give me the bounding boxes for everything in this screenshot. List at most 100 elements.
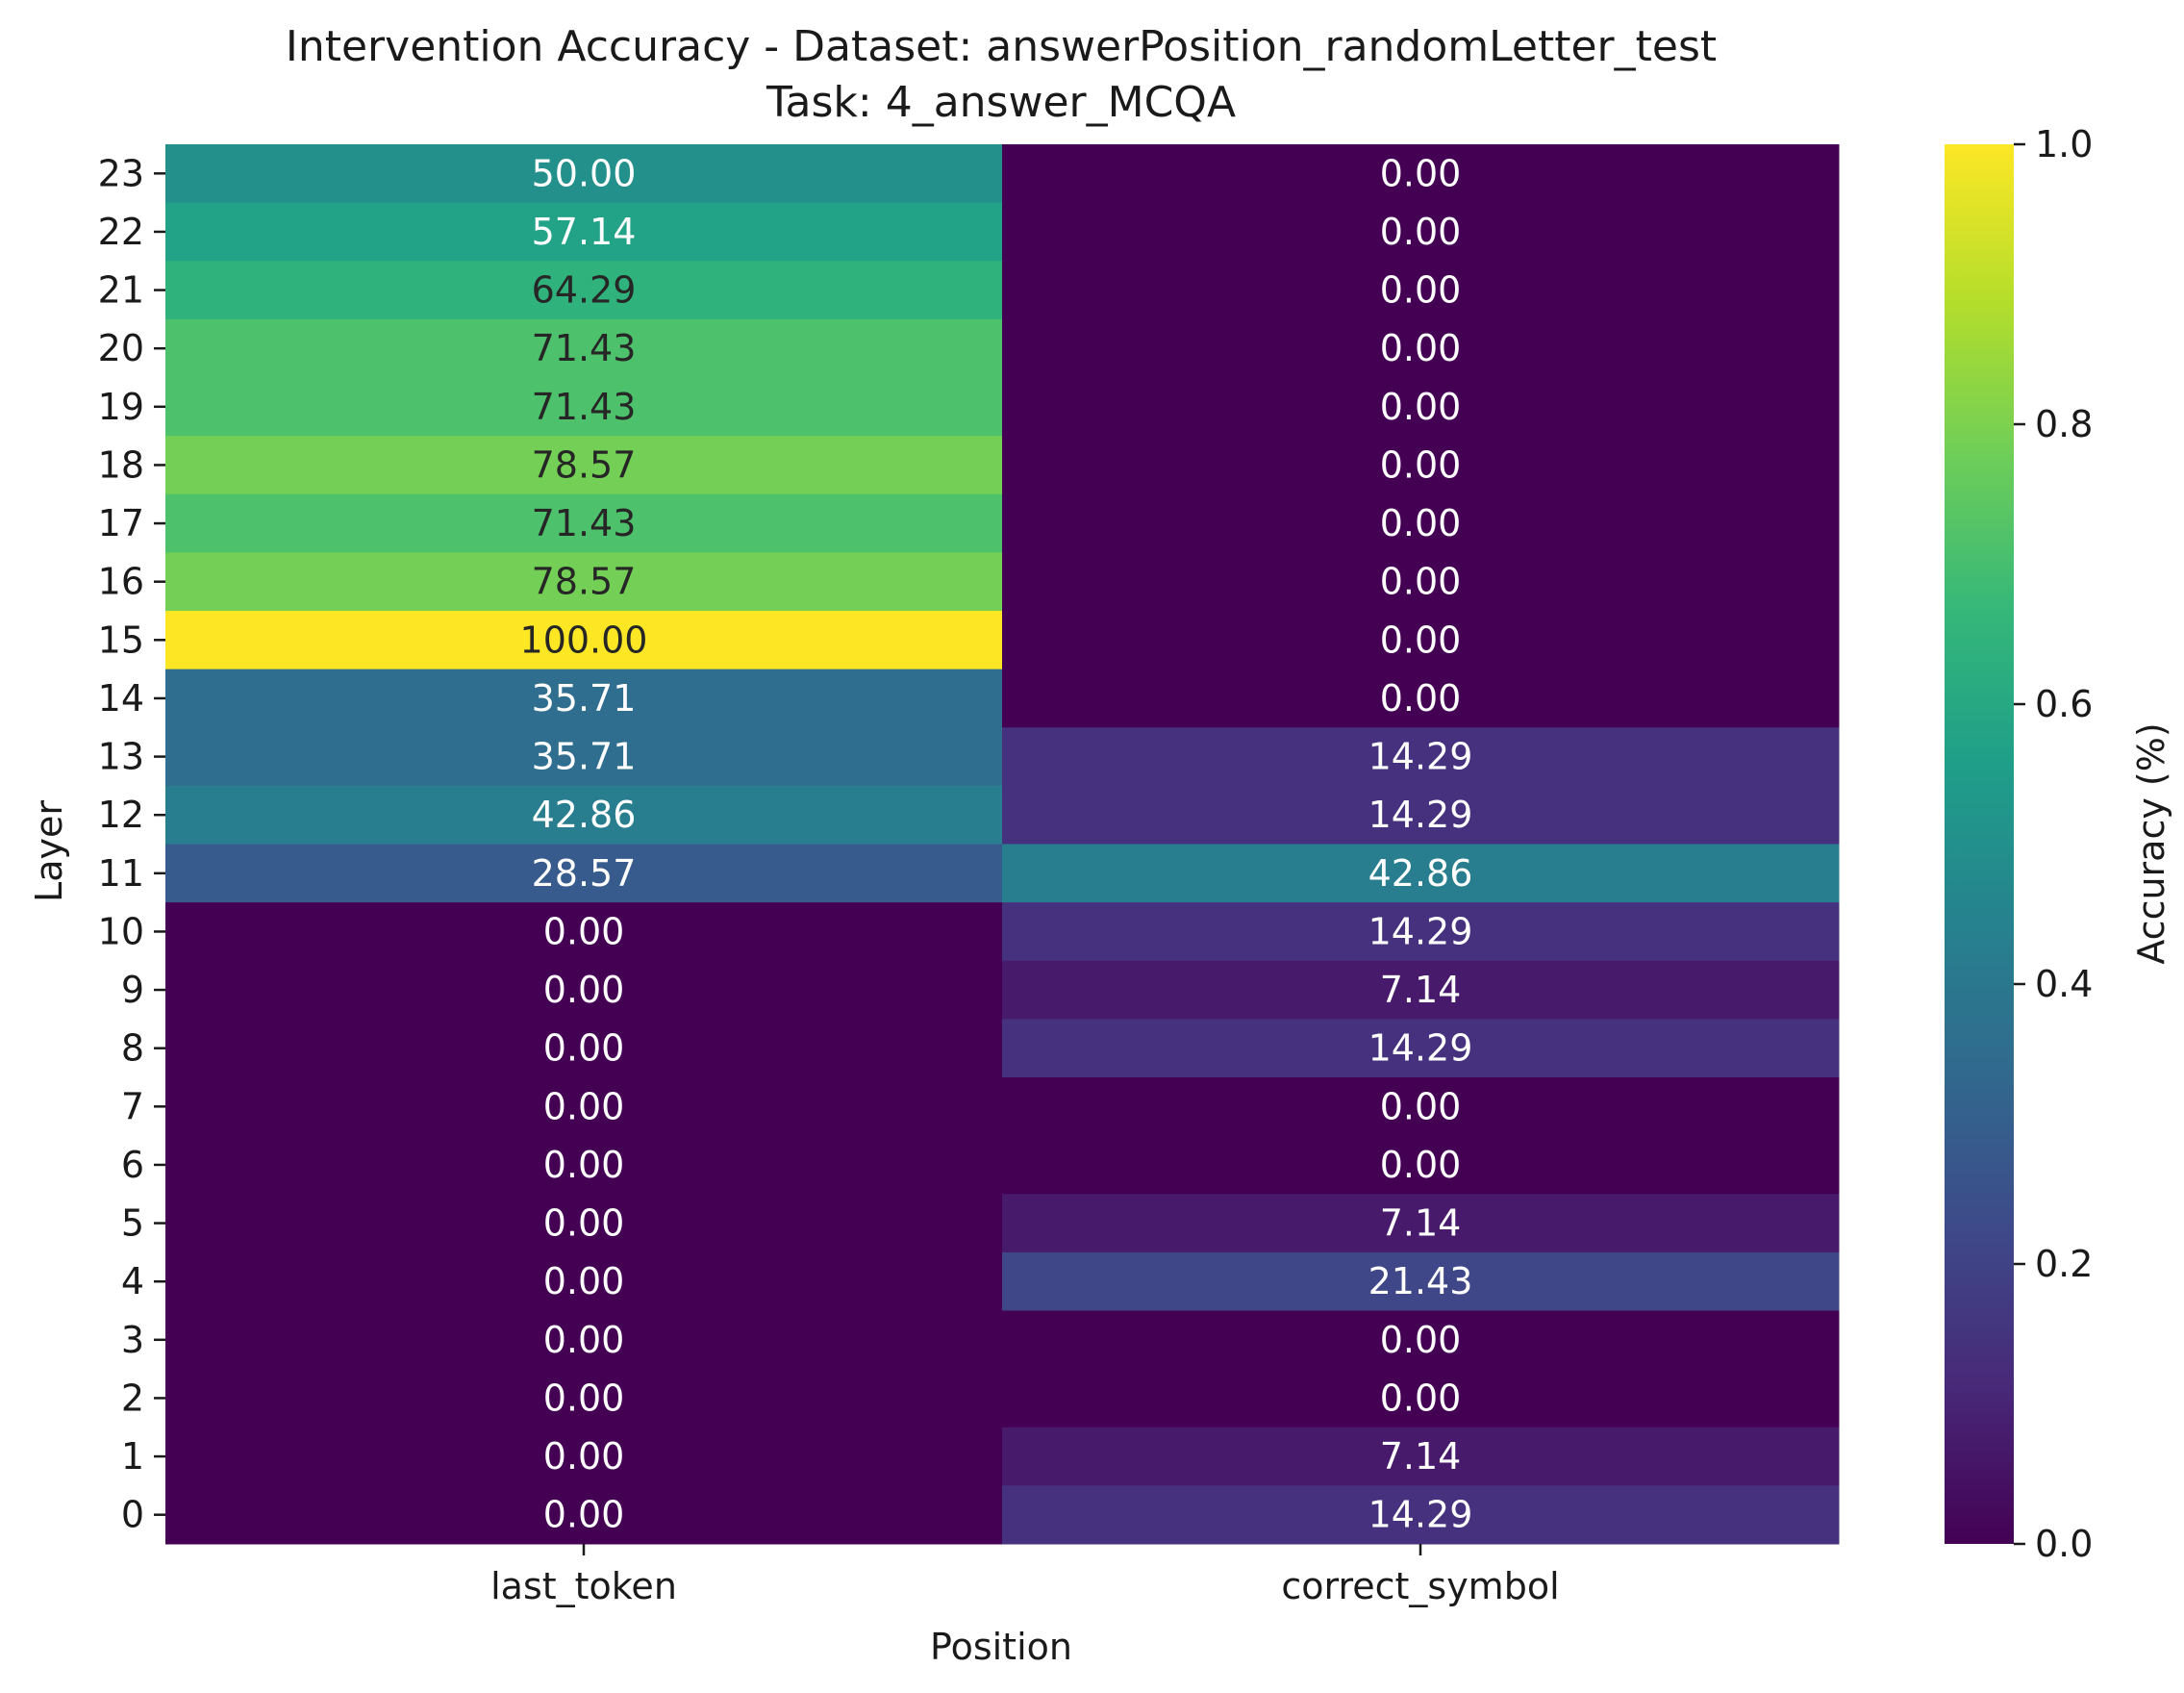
heatmap-cell xyxy=(165,1194,1003,1253)
y-tick-label: 5 xyxy=(121,1202,144,1245)
heatmap-cell xyxy=(165,611,1003,670)
cell-value-label: 0.00 xyxy=(1380,327,1462,369)
cell-value-label: 21.43 xyxy=(1368,1260,1473,1302)
heatmap-cell xyxy=(165,377,1003,437)
colorbar-tick-label: 1.0 xyxy=(2035,123,2093,165)
cell-value-label: 0.00 xyxy=(1380,269,1462,312)
cell-value-label: 14.29 xyxy=(1368,736,1473,778)
cell-value-label: 78.57 xyxy=(532,443,637,486)
y-tick-label: 21 xyxy=(98,269,144,312)
cell-value-label: 100.00 xyxy=(520,619,648,661)
y-tick-label: 14 xyxy=(98,677,144,720)
heatmap-cell xyxy=(1002,902,1840,962)
heatmap-cell xyxy=(165,1077,1003,1137)
x-tick-label: last_token xyxy=(490,1565,677,1607)
cell-value-label: 0.00 xyxy=(1380,619,1462,661)
colorbar-tick-label: 0.6 xyxy=(2035,683,2093,725)
heatmap-cell xyxy=(165,1135,1003,1195)
chart-title-line2: Task: 4_answer_MCQA xyxy=(766,78,1236,127)
y-tick-label: 8 xyxy=(121,1027,144,1070)
y-tick-label: 7 xyxy=(121,1085,144,1127)
heatmap-cell xyxy=(1002,144,1840,204)
heatmap-cell xyxy=(1002,1194,1840,1253)
heatmap-cell xyxy=(1002,202,1840,262)
y-tick-label: 15 xyxy=(98,619,144,661)
cell-value-label: 35.71 xyxy=(532,677,637,720)
colorbar-ticks: 0.0 0.2 0.4 0.6 0.8 1.0 xyxy=(2014,123,2093,1565)
colorbar-tick-label: 0.2 xyxy=(2035,1243,2093,1285)
colorbar-tick-label: 0.0 xyxy=(2035,1523,2093,1565)
cell-value-label: 0.00 xyxy=(543,969,625,1011)
y-tick-label: 19 xyxy=(98,386,144,428)
cell-value-label: 0.00 xyxy=(543,1202,625,1245)
y-tick-label: 2 xyxy=(121,1377,144,1419)
heatmap-cell xyxy=(1002,436,1840,495)
heatmap-cell-labels: 50.00 0.00 57.14 0.00 64.29 0.00 71.43 0.00 71.4… xyxy=(520,152,1473,1535)
cell-value-label: 0.00 xyxy=(1380,1319,1462,1361)
heatmap-cell xyxy=(165,1251,1003,1311)
cell-value-label: 0.00 xyxy=(1380,1377,1462,1419)
cell-value-label: 0.00 xyxy=(543,1494,625,1536)
cell-value-label: 64.29 xyxy=(532,269,637,312)
y-tick-label: 11 xyxy=(98,852,144,895)
heatmap-cell xyxy=(165,318,1003,378)
cell-value-label: 28.57 xyxy=(532,852,637,895)
cell-value-label: 0.00 xyxy=(543,1085,625,1127)
cell-value-label: 0.00 xyxy=(543,910,625,952)
cell-value-label: 0.00 xyxy=(543,1260,625,1302)
heatmap-cell xyxy=(1002,727,1840,787)
heatmap-cell xyxy=(165,1019,1003,1078)
colorbar-label: Accuracy (%) xyxy=(2130,722,2172,964)
heatmap-cell xyxy=(165,1369,1003,1428)
cell-value-label: 0.00 xyxy=(1380,1144,1462,1186)
heatmap-cell xyxy=(1002,552,1840,612)
heatmap-cell xyxy=(1002,493,1840,553)
cell-value-label: 0.00 xyxy=(1380,386,1462,428)
y-tick-label: 10 xyxy=(98,910,144,952)
cell-value-label: 0.00 xyxy=(543,1435,625,1478)
y-tick-label: 0 xyxy=(121,1494,144,1536)
heatmap-cell xyxy=(1002,669,1840,728)
cell-value-label: 14.29 xyxy=(1368,910,1473,952)
heatmap-cell xyxy=(1002,1251,1840,1311)
x-axis-label: Position xyxy=(930,1626,1072,1668)
colorbar-tick-label: 0.8 xyxy=(2035,403,2093,445)
heatmap-cell xyxy=(165,727,1003,787)
cell-value-label: 14.29 xyxy=(1368,794,1473,836)
cell-value-label: 57.14 xyxy=(532,211,637,253)
heatmap-cell xyxy=(165,202,1003,262)
cell-value-label: 7.14 xyxy=(1380,1435,1462,1478)
heatmap-cell xyxy=(1002,785,1840,845)
x-axis: last_token correct_symbol xyxy=(490,1544,1560,1607)
y-tick-label: 1 xyxy=(121,1435,144,1478)
heatmap-cell xyxy=(165,436,1003,495)
cell-value-label: 50.00 xyxy=(532,152,637,194)
cell-value-label: 0.00 xyxy=(543,1377,625,1419)
cell-value-label: 0.00 xyxy=(1380,502,1462,544)
y-tick-label: 23 xyxy=(98,152,144,194)
y-tick-label: 20 xyxy=(98,327,144,369)
heatmap-cell xyxy=(1002,1485,1840,1545)
heatmap-cell xyxy=(1002,1369,1840,1428)
chart-title-line1: Intervention Accuracy - Dataset: answerP… xyxy=(286,22,1717,71)
heatmap-cell xyxy=(165,144,1003,204)
y-tick-label: 18 xyxy=(98,443,144,486)
heatmap-cell xyxy=(165,1485,1003,1545)
cell-value-label: 0.00 xyxy=(543,1319,625,1361)
cell-value-label: 0.00 xyxy=(1380,152,1462,194)
cell-value-label: 7.14 xyxy=(1380,1202,1462,1245)
cell-value-label: 0.00 xyxy=(1380,211,1462,253)
heatmap-cell xyxy=(165,902,1003,962)
y-tick-label: 6 xyxy=(121,1144,144,1186)
y-tick-label: 4 xyxy=(121,1260,144,1302)
heatmap-cell xyxy=(1002,1310,1840,1370)
x-tick-label: correct_symbol xyxy=(1281,1565,1559,1607)
colorbar xyxy=(1945,144,2014,1544)
y-tick-label: 3 xyxy=(121,1319,144,1361)
y-tick-label: 17 xyxy=(98,502,144,544)
heatmap-cell xyxy=(165,552,1003,612)
heatmap-cell xyxy=(165,844,1003,903)
